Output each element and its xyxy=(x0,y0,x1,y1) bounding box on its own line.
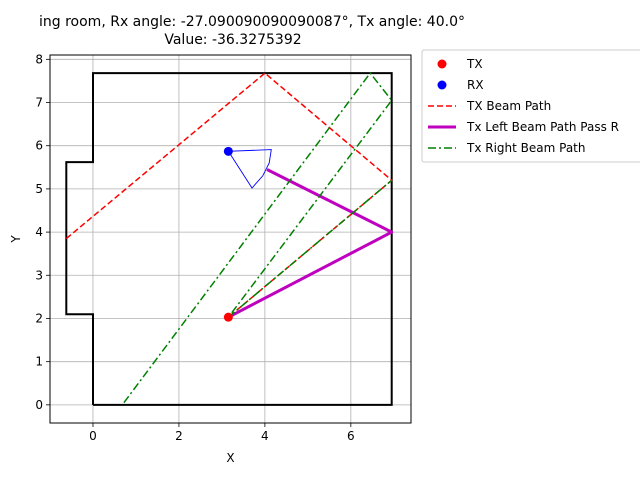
series-line-1-part-1 xyxy=(65,72,393,318)
chart-title-line1: ing room, Rx angle: -27.090090090090087°… xyxy=(39,14,465,30)
legend-marker-2 xyxy=(437,80,447,90)
x-tick-label: 2 xyxy=(175,429,183,443)
tx-marker xyxy=(223,312,233,322)
y-tick-label: 8 xyxy=(35,52,43,66)
x-tick-label: 4 xyxy=(261,429,269,443)
plot-content xyxy=(65,72,394,406)
legend-label-4: Tx Left Beam Path Pass R xyxy=(466,120,619,134)
grid-lines xyxy=(50,55,411,423)
y-tick-label: 7 xyxy=(35,96,43,110)
rx-beam-sector xyxy=(227,149,272,189)
legend-label-3: TX Beam Path xyxy=(466,99,551,113)
legend: TX RX TX Beam Path Tx Left Beam Path Pass R… xyxy=(421,49,640,163)
legend-label-2: RX xyxy=(467,78,484,92)
y-tick-label: 2 xyxy=(35,311,43,325)
x-tick-label: 0 xyxy=(89,429,97,443)
legend-frame xyxy=(421,49,640,163)
rx-marker xyxy=(223,146,233,156)
y-axis-label: Y xyxy=(9,235,23,244)
y-tick-label: 5 xyxy=(35,182,43,196)
legend-marker-1 xyxy=(437,59,447,69)
y-tick-label: 6 xyxy=(35,139,43,153)
series-line-3-part-1 xyxy=(123,72,393,404)
series-line-3-part-2 xyxy=(227,179,393,318)
chart-title-line2: Value: -36.3275392 xyxy=(164,32,301,48)
y-tick-label: 4 xyxy=(35,225,43,239)
series-line-2-part-1 xyxy=(227,168,394,319)
y-tick-label: 1 xyxy=(35,355,43,369)
plot-frame xyxy=(49,54,412,424)
legend-label-5: Tx Right Beam Path xyxy=(466,141,586,155)
x-axis-label: X xyxy=(226,451,234,465)
y-tick-label: 3 xyxy=(35,268,43,282)
room-outline xyxy=(65,72,393,406)
x-tick-label: 6 xyxy=(347,429,355,443)
y-tick-label: 0 xyxy=(35,398,43,412)
legend-label-1: TX xyxy=(466,57,483,71)
axis-ticks: 0 2 4 6 0 1 2 3 4 5 6 7 8 xyxy=(35,52,354,443)
